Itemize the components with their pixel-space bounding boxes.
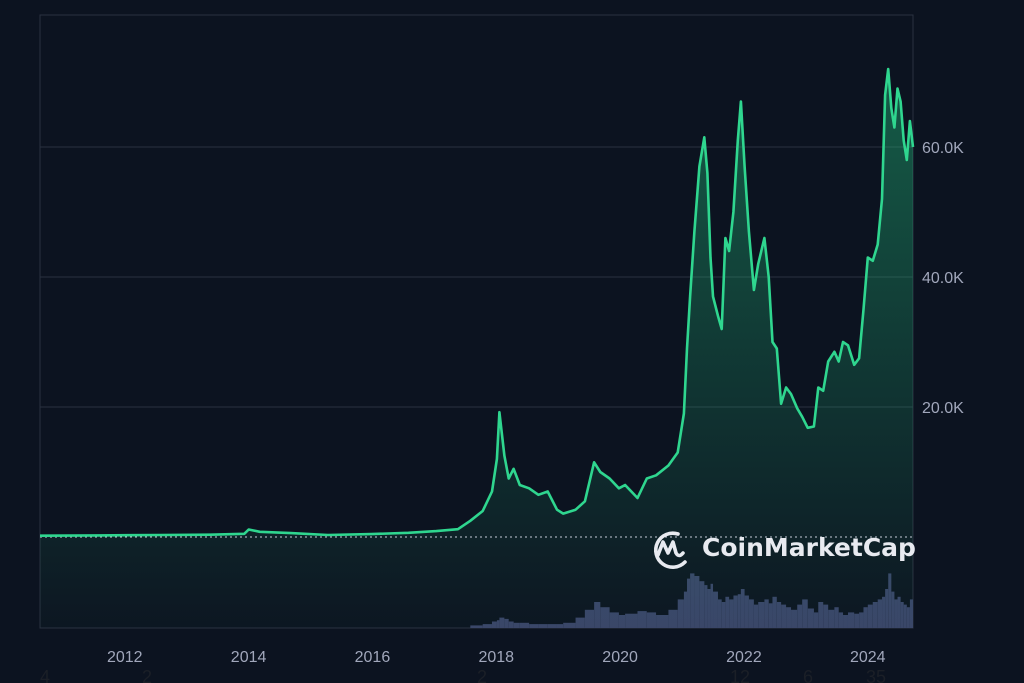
x-tick-label: 2022 [726,649,762,666]
x-tick-label: 2020 [602,649,638,666]
stray-digit: 2 [477,667,487,683]
x-tick-label: 2016 [355,649,391,666]
x-tick-label: 2024 [850,649,886,666]
coinmarketcap-logo-icon [654,531,687,569]
x-tick-label: 2014 [231,649,267,666]
stray-digit: 12 [730,667,750,683]
stray-digit: 2 [142,667,152,683]
price-line [39,67,915,537]
y-tick-label: 60.0K [922,140,964,157]
x-tick-label: 2018 [478,649,514,666]
watermark-text: CoinMarketCap [702,533,916,562]
stray-digit: 35 [866,667,886,683]
x-tick-label: 2012 [107,649,143,666]
coinmarketcap-watermark: CoinMarketCap [654,531,916,569]
stray-digit: 6 [803,667,813,683]
price-area [40,69,913,628]
y-tick-label: 40.0K [922,270,964,287]
y-tick-label: 20.0K [922,400,964,417]
stray-digit: 4 [40,667,50,683]
